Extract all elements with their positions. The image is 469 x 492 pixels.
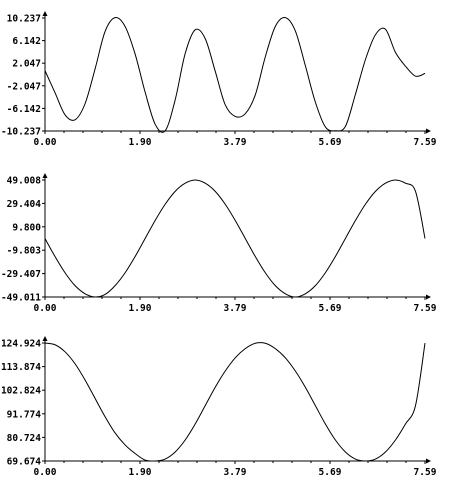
series-line-1	[44, 17, 426, 133]
x-axis-arrow	[426, 128, 431, 134]
y-tick-label: -10.237	[1, 127, 41, 138]
y-tick-label: -29.407	[1, 269, 41, 280]
chart-panel-2: 49.008 29.404 9.800 -9.803 -29.407 -49.0110.0…	[1, 173, 437, 314]
x-tick-label: 3.79	[224, 303, 247, 314]
x-axis-arrow	[426, 294, 431, 300]
y-tick-label: 9.800	[12, 222, 41, 233]
y-axis-arrow	[42, 173, 48, 178]
x-tick-label: 3.79	[224, 137, 247, 148]
y-tick-label: 113.874	[1, 362, 41, 373]
y-tick-label: 2.047	[12, 59, 41, 70]
x-tick-label: 0.00	[34, 137, 57, 148]
x-tick-label: 1.90	[129, 467, 152, 478]
series-line-1	[44, 342, 426, 462]
x-tick-label: 5.69	[319, 137, 342, 148]
x-axis-arrow	[426, 458, 431, 464]
y-tick-label: 124.924	[1, 339, 41, 350]
x-tick-label: 1.90	[129, 137, 152, 148]
x-tick-label: 7.59	[414, 137, 437, 148]
x-tick-label: 1.90	[129, 303, 152, 314]
x-tick-label: 3.79	[224, 467, 247, 478]
y-tick-label: 29.404	[7, 199, 42, 210]
y-tick-label: 91.774	[7, 409, 42, 420]
y-tick-label: -9.803	[7, 246, 42, 257]
y-axis-arrow	[42, 336, 48, 341]
y-tick-label: -2.047	[7, 81, 41, 92]
x-tick-label: 5.69	[319, 467, 342, 478]
y-axis-arrow	[42, 11, 48, 16]
x-tick-label: 0.00	[34, 303, 57, 314]
x-tick-label: 7.59	[414, 303, 437, 314]
x-tick-label: 0.00	[34, 467, 57, 478]
chart-panel-3: 124.924 113.874 102.824 91.774 80.724 69.6740…	[1, 336, 437, 478]
y-tick-label: 10.237	[7, 14, 41, 25]
y-tick-label: 6.142	[12, 36, 41, 47]
y-tick-label: 69.674	[7, 457, 42, 468]
y-tick-label: -49.011	[1, 293, 41, 304]
y-tick-label: 80.724	[7, 433, 42, 444]
x-tick-label: 5.69	[319, 303, 342, 314]
y-tick-label: -6.142	[7, 104, 41, 115]
y-tick-label: 102.824	[1, 386, 41, 397]
series-line-1	[44, 179, 426, 298]
y-tick-label: 49.008	[7, 176, 42, 187]
x-tick-label: 7.59	[414, 467, 437, 478]
